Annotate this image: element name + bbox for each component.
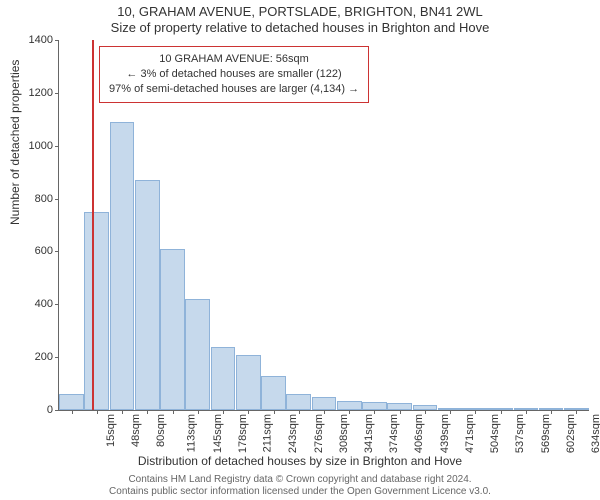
y-tick-mark bbox=[55, 199, 59, 200]
y-tick-mark bbox=[55, 251, 59, 252]
info-box-line1: 10 GRAHAM AVENUE: 56sqm bbox=[109, 52, 359, 67]
x-tick-mark bbox=[223, 410, 224, 414]
x-tick-label: 178sqm bbox=[235, 414, 249, 453]
histogram-bar bbox=[362, 402, 387, 410]
x-tick-mark bbox=[349, 410, 350, 414]
x-tick-mark bbox=[475, 410, 476, 414]
x-tick-mark bbox=[551, 410, 552, 414]
histogram-bar bbox=[211, 347, 236, 410]
x-tick-label: 80sqm bbox=[153, 414, 167, 447]
y-axis-label: Number of detached properties bbox=[8, 60, 22, 225]
x-tick-mark bbox=[248, 410, 249, 414]
x-tick-mark bbox=[324, 410, 325, 414]
info-box-line3: 97% of semi-detached houses are larger (… bbox=[109, 82, 359, 97]
histogram-bar bbox=[261, 376, 286, 410]
footer-line1: Contains HM Land Registry data © Crown c… bbox=[0, 474, 600, 486]
x-tick-label: 308sqm bbox=[336, 414, 350, 453]
histogram-bar bbox=[286, 394, 311, 410]
y-tick-mark bbox=[55, 40, 59, 41]
histogram-bar bbox=[337, 401, 362, 410]
x-tick-label: 341sqm bbox=[361, 414, 375, 453]
x-tick-mark bbox=[198, 410, 199, 414]
x-tick-label: 145sqm bbox=[210, 414, 224, 453]
x-tick-mark bbox=[72, 410, 73, 414]
x-tick-label: 537sqm bbox=[513, 414, 527, 453]
x-tick-label: 374sqm bbox=[386, 414, 400, 453]
title-subtitle: Size of property relative to detached ho… bbox=[0, 20, 600, 35]
title-address: 10, GRAHAM AVENUE, PORTSLADE, BRIGHTON, … bbox=[0, 4, 600, 19]
y-tick-mark bbox=[55, 146, 59, 147]
x-tick-mark bbox=[299, 410, 300, 414]
x-tick-label: 634sqm bbox=[588, 414, 600, 453]
x-tick-label: 276sqm bbox=[311, 414, 325, 453]
x-tick-mark bbox=[526, 410, 527, 414]
histogram-bar bbox=[135, 180, 160, 410]
x-tick-mark bbox=[425, 410, 426, 414]
x-tick-label: 471sqm bbox=[462, 414, 476, 453]
x-tick-mark bbox=[147, 410, 148, 414]
histogram-bar bbox=[160, 249, 185, 410]
x-tick-mark bbox=[400, 410, 401, 414]
y-tick-mark bbox=[55, 93, 59, 94]
y-tick-mark bbox=[55, 357, 59, 358]
x-tick-mark bbox=[501, 410, 502, 414]
x-tick-label: 211sqm bbox=[259, 414, 273, 452]
y-tick-mark bbox=[55, 304, 59, 305]
x-tick-label: 406sqm bbox=[412, 414, 426, 453]
x-tick-mark bbox=[173, 410, 174, 414]
histogram-bar bbox=[59, 394, 84, 410]
chart-container: 10, GRAHAM AVENUE, PORTSLADE, BRIGHTON, … bbox=[0, 0, 600, 500]
x-tick-label: 439sqm bbox=[437, 414, 451, 453]
histogram-bar bbox=[110, 122, 135, 410]
x-axis-label: Distribution of detached houses by size … bbox=[0, 454, 600, 468]
x-tick-label: 569sqm bbox=[538, 414, 552, 453]
property-marker-line bbox=[92, 40, 94, 410]
histogram-bar bbox=[312, 397, 337, 410]
x-tick-label: 15sqm bbox=[103, 414, 117, 447]
x-tick-label: 602sqm bbox=[563, 414, 577, 453]
footer: Contains HM Land Registry data © Crown c… bbox=[0, 474, 600, 498]
histogram-bar bbox=[84, 212, 109, 410]
x-tick-mark bbox=[122, 410, 123, 414]
x-tick-mark bbox=[450, 410, 451, 414]
x-tick-label: 504sqm bbox=[487, 414, 501, 453]
histogram-bar bbox=[387, 403, 412, 410]
info-box-line2: ← 3% of detached houses are smaller (122… bbox=[109, 67, 359, 82]
plot-area: 10 GRAHAM AVENUE: 56sqm ← 3% of detached… bbox=[58, 40, 589, 411]
x-tick-mark bbox=[374, 410, 375, 414]
y-tick-mark bbox=[55, 410, 59, 411]
x-tick-mark bbox=[97, 410, 98, 414]
x-tick-mark bbox=[576, 410, 577, 414]
footer-line2: Contains public sector information licen… bbox=[0, 486, 600, 498]
x-tick-mark bbox=[274, 410, 275, 414]
x-tick-label: 243sqm bbox=[285, 414, 299, 453]
x-tick-label: 48sqm bbox=[128, 414, 142, 447]
info-box: 10 GRAHAM AVENUE: 56sqm ← 3% of detached… bbox=[99, 46, 369, 103]
histogram-bar bbox=[185, 299, 210, 410]
histogram-bar bbox=[236, 355, 261, 411]
x-tick-label: 113sqm bbox=[184, 414, 198, 452]
